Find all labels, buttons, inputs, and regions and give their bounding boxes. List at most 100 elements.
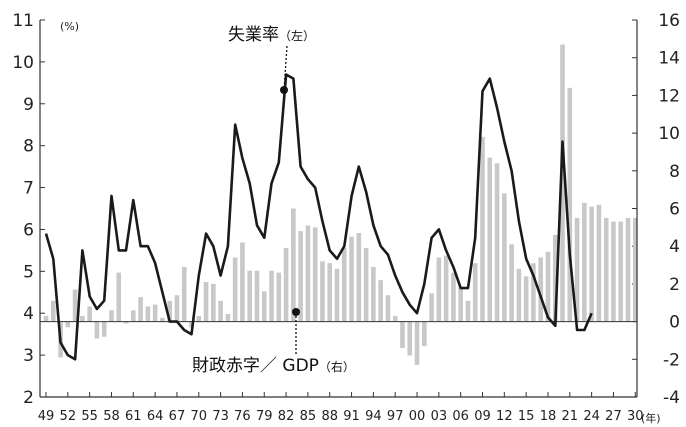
left-tick-label: 9	[23, 95, 34, 115]
right-tick-label: -2	[663, 350, 680, 370]
deficit-bar-1987	[320, 261, 325, 322]
deficit-bar-1954	[80, 315, 85, 322]
deficit-bar-2011	[494, 163, 500, 322]
x-tick-label: 30	[627, 409, 644, 424]
deficit-bar-2012	[502, 193, 507, 322]
x-tick-label: 21	[562, 409, 579, 424]
left-tick-label: 6	[23, 220, 34, 240]
x-tick-label: 00	[409, 409, 426, 424]
deficit-bar-1999	[407, 321, 413, 356]
deficit-bar-1967	[174, 295, 180, 322]
x-tick-label: 49	[38, 409, 55, 424]
deficit-bar-2009	[480, 136, 485, 322]
x-tick-label: 91	[343, 409, 360, 424]
x-tick-label: 64	[147, 409, 164, 424]
deficit-bar-2000	[414, 321, 420, 365]
unemployment-marker	[280, 86, 288, 94]
deficit-bar-1998	[400, 321, 405, 348]
left-tick-label: 2	[23, 388, 34, 408]
deficit-bar-1962	[138, 297, 143, 322]
deficit-bar-1991	[349, 236, 354, 322]
left-tick-label: 11	[12, 11, 34, 31]
right-tick-label: 8	[669, 162, 680, 182]
x-tick-label: 61	[125, 409, 142, 424]
deficit-bar-1958	[109, 310, 114, 322]
deficit-bar-2018	[545, 251, 551, 322]
deficit-bar-1978	[254, 270, 260, 322]
deficit-bar-1966	[167, 300, 172, 322]
left-tick-label: 7	[23, 179, 34, 199]
unemployment-annotation: 失業率（左）	[228, 25, 315, 45]
deficit-bar-1952	[65, 321, 71, 328]
deficit-bar-1960	[123, 321, 129, 324]
unemployment-line	[44, 73, 593, 361]
deficit-bar-1965	[160, 317, 165, 322]
right-axis-ticks: -4 -2 0 2 4 6 8 10 12 14 16	[632, 11, 680, 408]
deficit-bar-1963	[145, 306, 151, 322]
deficit-bar-2004	[443, 255, 449, 322]
x-tick-label: 27	[605, 409, 622, 424]
deficit-bar-2019	[552, 234, 558, 322]
x-tick-label: 24	[583, 409, 600, 424]
deficit-bar-1961	[131, 310, 136, 322]
deficit-bar-2021	[567, 87, 573, 322]
deficit-bar-2029	[625, 217, 631, 322]
x-tick-label: 18	[540, 409, 557, 424]
right-tick-label: 12	[658, 86, 680, 106]
right-tick-label: -4	[663, 388, 680, 408]
deficit-bar-2022	[574, 217, 580, 322]
x-tick-label: 06	[452, 409, 469, 424]
deficit-annotation: 財政赤字／ GDP（右）	[192, 356, 355, 376]
x-tick-label: 76	[234, 409, 251, 424]
deficit-bar-1956	[94, 321, 100, 339]
deficit-bar-1974	[225, 314, 231, 322]
deficit-bar-2024	[589, 206, 594, 322]
right-tick-label: 14	[658, 49, 680, 69]
left-tick-label: 5	[23, 262, 34, 282]
right-tick-label: 2	[669, 275, 680, 295]
deficit-bar-1994	[371, 266, 376, 322]
x-tick-label: 73	[212, 409, 229, 424]
deficit-bar-1984	[298, 231, 303, 322]
deficit-bar-1970	[196, 315, 202, 322]
deficit-bar-2005	[451, 272, 456, 322]
deficit-bar-2014	[516, 268, 522, 322]
deficit-bar-1959	[116, 272, 122, 322]
x-tick-label: 67	[169, 409, 186, 424]
left-tick-label: 4	[23, 304, 34, 324]
x-tick-label: 58	[103, 409, 120, 424]
deficit-bar-2001	[422, 321, 427, 347]
deficit-bar-2028	[618, 221, 624, 322]
x-tick-label: 52	[60, 409, 77, 424]
deficit-bar-1989	[334, 268, 340, 322]
deficit-bar-1949	[43, 315, 49, 322]
deficit-bars	[43, 44, 638, 365]
deficit-bar-2015	[523, 276, 529, 322]
deficit-bar-1980	[269, 270, 274, 322]
x-tick-label: 88	[321, 409, 338, 424]
deficit-bar-1995	[378, 280, 383, 322]
right-tick-label: 6	[669, 200, 680, 220]
deficit-bar-2030	[632, 217, 638, 322]
deficit-bar-1968	[181, 266, 187, 322]
x-tick-label: 97	[387, 409, 404, 424]
right-tick-label: 0	[669, 313, 680, 333]
x-axis-ticks: 49 52 55 58 61 64 67 70 73 76 79 82 85 88 91 94 97 00 03 06…	[38, 392, 644, 424]
left-axis-unit-label: (%)	[60, 20, 79, 33]
x-tick-label: 70	[191, 409, 208, 424]
deficit-bar-2020	[560, 44, 565, 322]
x-tick-label: 79	[256, 409, 273, 424]
deficit-bar-1996	[385, 295, 391, 322]
left-tick-label: 8	[23, 137, 34, 157]
deficit-bar-1986	[312, 227, 318, 322]
x-tick-label: 55	[81, 409, 98, 424]
deficit-bar-2016	[531, 263, 536, 322]
deficit-bar-2026	[603, 217, 609, 322]
deficit-bar-2025	[596, 204, 602, 322]
x-tick-label: 15	[518, 409, 535, 424]
deficit-bar-1950	[50, 300, 56, 322]
x-axis-unit-label: (年)	[641, 411, 661, 425]
deficit-bar-2008	[472, 263, 478, 322]
deficit-bar-1976	[240, 242, 245, 322]
